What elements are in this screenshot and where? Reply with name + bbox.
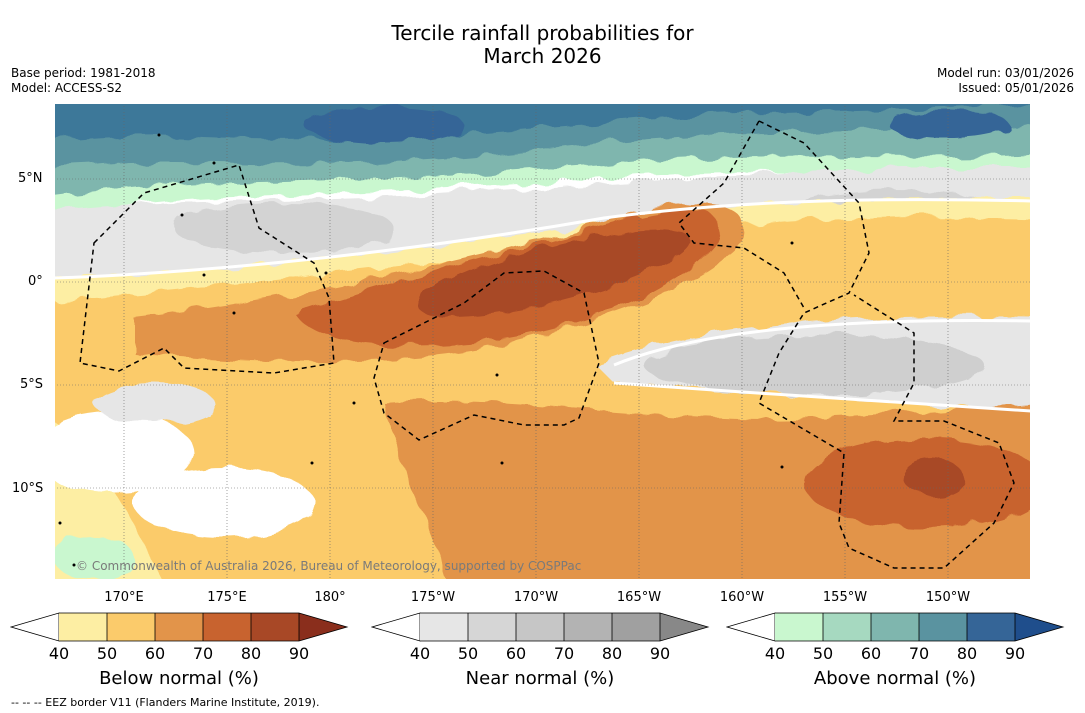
colorbar-near-normal [371,612,710,642]
colorbar-below-50-60 [107,613,155,641]
near-normal-core-southeast [644,335,984,395]
colorbar-below-label: Below normal (%) [99,668,259,689]
colorbar-above-min-arrow [726,612,776,642]
above-normal-patch-sw [54,536,134,580]
copyright-text: © Commonwealth of Australia 2026, Bureau… [76,559,582,573]
colorbar-near-tick-60: 60 [505,644,527,663]
eez-footnote: -- -- -- EEZ border V11 (Flanders Marine… [11,696,320,709]
colorbar-near-tick-80: 80 [601,644,623,663]
colorbar-near-50-60 [468,613,516,641]
colorbar-near-label: Near normal (%) [465,668,615,689]
lon-label-155w: 155°W [822,590,868,605]
map-gridlines [54,103,1031,580]
colorbar-below-tick-40: 40 [48,644,70,663]
near-normal-boundary [54,198,1031,280]
eez-border-kiribati-line-north [677,120,805,309]
colorbar-below-80-90 [251,613,299,641]
eez-borders [79,120,1015,569]
lon-label-170e: 170°E [104,590,144,605]
colorbar-below-tick-60: 60 [144,644,166,663]
colorbar-above-40-50 [775,613,823,641]
lat-label-eq: 0° [28,274,43,289]
lon-label-160w: 160°W [719,590,765,605]
below-normal-80-se [904,460,964,496]
eez-border-kiribati-phoenix [373,270,600,441]
colorbar-near-min-arrow [371,612,421,642]
colorbar-near-60-70 [516,613,564,641]
lon-label-180: 180° [314,590,346,605]
low-probability-patch-grey [94,383,214,423]
colorbar-below-tick-70: 70 [192,644,214,663]
colorbar-above-tick-60: 60 [860,644,882,663]
lon-label-150w: 150°W [925,590,971,605]
colorbar-near-tick-50: 50 [457,644,479,663]
lat-label-10s: 10°S [12,481,44,496]
eez-border-kiribati-line [758,120,1015,569]
lon-label-175w: 175°W [410,590,456,605]
colorbar-below-tick-50: 50 [96,644,118,663]
colorbar-below-40-50 [59,613,107,641]
colorbar-near-70-80 [564,613,612,641]
chart-title-line1: Tercile rainfall probabilities for [391,21,694,45]
lat-label-5s: 5°S [20,377,44,392]
colorbar-below-max-arrow [299,613,347,641]
colorbar-above-max-arrow [1015,613,1063,641]
islands [58,133,794,567]
eez-border-kiribati-gilbert [79,164,335,374]
map-frame [54,103,1031,580]
colorbar-above-tick-90: 90 [1004,644,1026,663]
chart-title-line2: March 2026 [483,44,602,68]
model-run: Model run: 03/01/2026 [936,66,1074,80]
lon-label-170w: 170°W [513,590,559,605]
low-probability-patch-southwest [134,468,314,538]
colorbar-near-80-90 [612,613,660,641]
base-period: Base period: 1981-2018 [11,66,156,80]
colorbar-below-tick-90: 90 [288,644,310,663]
colorbar-above-80-90 [967,613,1015,641]
above-normal-band-80 [54,103,1031,142]
model-name: Model: ACCESS-S2 [11,81,123,95]
colorbar-near-tick-70: 70 [553,644,575,663]
above-normal-core-east [889,111,1009,139]
near-normal-boundary-se2 [613,381,1031,413]
colorbar-above-60-70 [871,613,919,641]
colorbar-near-40-50 [420,613,468,641]
colorbar-above-70-80 [919,613,967,641]
colorbar-below-normal [10,612,349,642]
lon-label-165w: 165°W [616,590,662,605]
colorbar-near-tick-90: 90 [649,644,671,663]
lon-label-175e: 175°E [207,590,247,605]
colorbar-below-min-arrow [10,612,60,642]
rainfall-probability-map [54,103,1031,580]
colorbar-near-max-arrow [660,613,708,641]
near-normal-core-north [174,203,394,253]
colorbar-above-tick-40: 40 [764,644,786,663]
issued-date: Issued: 05/01/2026 [958,81,1074,95]
colorbar-above-tick-80: 80 [956,644,978,663]
above-normal-core-west [304,107,464,143]
colorbar-above-normal [726,612,1065,642]
colorbar-below-70-80 [203,613,251,641]
near-normal-boundary-se [613,319,1031,367]
lat-label-5n: 5°N [18,171,43,186]
colorbar-above-tick-70: 70 [908,644,930,663]
colorbar-below-tick-80: 80 [240,644,262,663]
colorbar-near-tick-40: 40 [409,644,431,663]
colorbar-below-60-70 [155,613,203,641]
below-normal-80-core [417,229,691,317]
colorbar-above-label: Above normal (%) [813,668,977,689]
colorbar-above-50-60 [823,613,871,641]
colorbar-above-tick-50: 50 [812,644,834,663]
low-probability-patch-west [54,413,194,493]
